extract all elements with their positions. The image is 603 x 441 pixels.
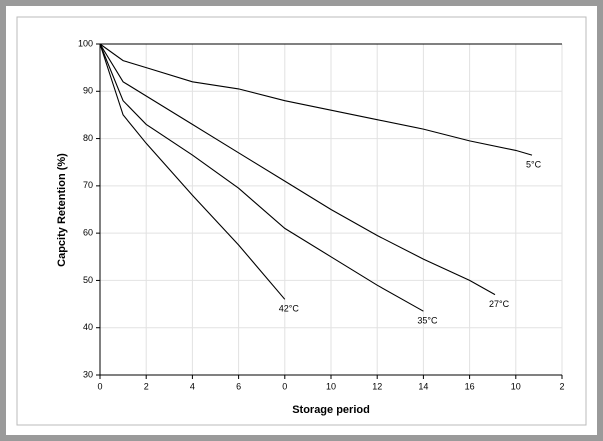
x-tick-label: 16	[465, 381, 475, 391]
x-tick-label: 12	[372, 381, 382, 391]
x-tick-label: 0	[282, 381, 287, 391]
series-line	[99, 43, 533, 156]
series-line	[99, 43, 286, 300]
series-label: 35°C	[417, 316, 438, 326]
x-tick-label: 14	[418, 381, 428, 391]
y-tick-label: 80	[83, 133, 93, 143]
inner-frame	[16, 16, 587, 426]
x-tick-label: 0	[97, 381, 102, 391]
series-label: 5°C	[526, 159, 542, 169]
y-axis-title: Capcity Retention (%)	[56, 153, 68, 267]
y-tick-label: 40	[83, 322, 93, 332]
x-tick-label: 2	[559, 381, 564, 391]
series-label: 42°C	[279, 304, 300, 314]
y-tick-label: 60	[83, 228, 93, 238]
series-line	[99, 43, 496, 296]
y-tick-label: 30	[83, 369, 93, 379]
y-tick-label: 90	[83, 86, 93, 96]
y-tick-label: 50	[83, 275, 93, 285]
x-tick-label: 2	[144, 381, 149, 391]
x-tick-label: 4	[190, 381, 195, 391]
series-label: 27°C	[489, 299, 510, 309]
x-axis-title: Storage period	[292, 404, 370, 416]
x-tick-label: 6	[236, 381, 241, 391]
series-line	[99, 43, 424, 312]
x-tick-label: 10	[511, 381, 521, 391]
y-tick-label: 100	[78, 38, 93, 48]
y-tick-label: 70	[83, 180, 93, 190]
x-tick-label: 10	[326, 381, 336, 391]
